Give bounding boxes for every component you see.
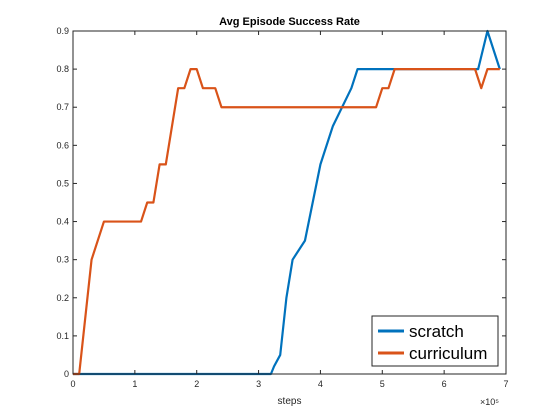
x-tick-label: 2: [194, 379, 199, 389]
x-tick-label: 3: [256, 379, 261, 389]
axes-layer: [72, 30, 507, 375]
x-tick-label: 4: [318, 379, 323, 389]
x-tick-label: 7: [503, 379, 508, 389]
y-tick-label: 0.9: [56, 26, 69, 36]
x-tick-label: 5: [380, 379, 385, 389]
x-tick-label: 1: [132, 379, 137, 389]
y-tick-label: 0.5: [56, 178, 69, 188]
y-tick-label: 0.2: [56, 293, 69, 303]
x-axis-label: steps: [278, 396, 302, 407]
series-line-curriculum: [73, 68, 500, 376]
y-tick-label: 0.7: [56, 102, 69, 112]
legend-label-scratch: scratch: [409, 322, 464, 341]
y-tick-label: 0.6: [56, 140, 69, 150]
ticks-layer: 0 1 2 3 4 5 6 7 0 0.1 0.2 0.3 0.4 0.5 0.6 0.7 0.8 0.9: [56, 26, 508, 389]
y-tick-label: 0.8: [56, 64, 69, 74]
legend-label-curriculum: curriculum: [409, 344, 487, 363]
axes-box: [72, 30, 507, 375]
series-layer: [73, 29, 501, 376]
y-tick-label: 0: [64, 369, 69, 379]
y-tick-label: 0.4: [56, 217, 69, 227]
x-axis-exponent: ×10⁵: [480, 397, 499, 407]
legend-box: [371, 315, 499, 367]
legend: scratch curriculum: [371, 315, 499, 367]
chart-title: Avg Episode Success Rate: [219, 16, 360, 28]
y-tick-label: 0.1: [56, 331, 69, 341]
x-tick-label: 0: [70, 379, 75, 389]
x-tick-label: 6: [442, 379, 447, 389]
y-tick-label: 0.3: [56, 255, 69, 265]
